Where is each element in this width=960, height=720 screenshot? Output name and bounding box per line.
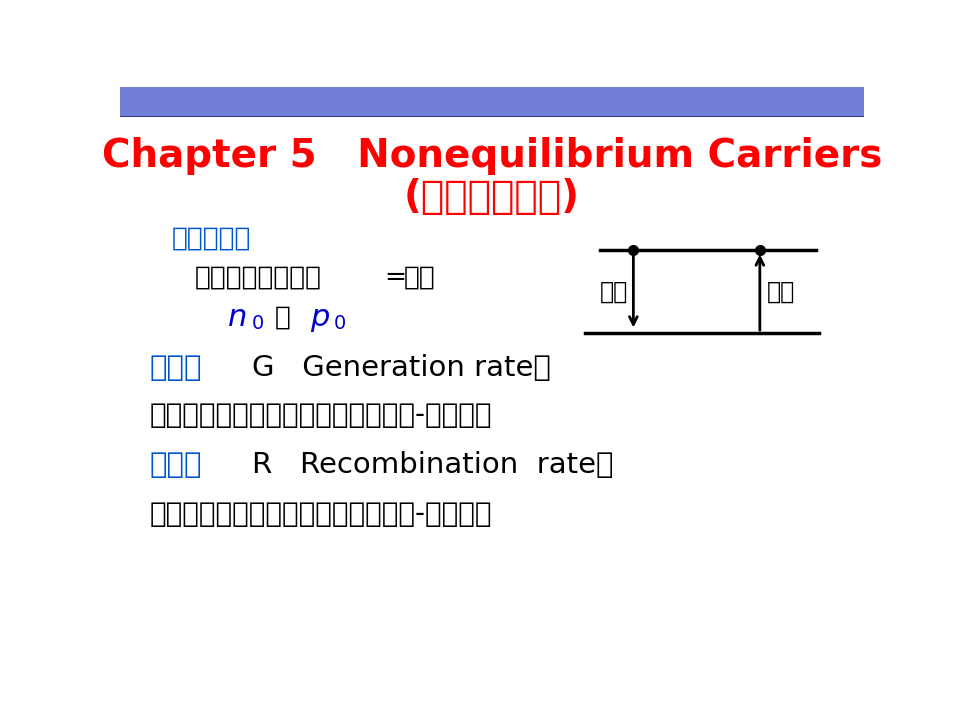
Bar [120, 91, 864, 116]
Text: p: p [310, 303, 329, 332]
Bar [120, 108, 864, 116]
Text: G   Generation rate：: G Generation rate： [252, 354, 551, 382]
Bar [120, 95, 864, 116]
Text: =: = [384, 265, 406, 291]
Bar [120, 109, 864, 116]
Bar [120, 104, 864, 116]
Bar [120, 104, 864, 116]
Bar [120, 100, 864, 116]
Text: 0: 0 [252, 314, 264, 333]
Bar [120, 115, 864, 116]
Bar [120, 109, 864, 116]
Bar [120, 98, 864, 116]
Text: (非平衡载流子): (非平衡载流子) [404, 179, 580, 216]
Bar [120, 108, 864, 116]
Text: 复合率: 复合率 [150, 451, 203, 479]
Bar [120, 88, 864, 116]
Text: 单位时间和单位体积内所产生的电子-空穴对数: 单位时间和单位体积内所产生的电子-空穴对数 [150, 400, 492, 428]
Bar [120, 114, 864, 116]
Bar [120, 92, 864, 116]
Bar [120, 102, 864, 116]
Bar [120, 94, 864, 116]
Bar [120, 107, 864, 116]
Bar [120, 97, 864, 116]
Text: Chapter 5   Nonequilibrium Carriers: Chapter 5 Nonequilibrium Carriers [102, 137, 882, 175]
Bar [120, 99, 864, 116]
Text: 0: 0 [333, 314, 346, 333]
Text: 产生: 产生 [404, 265, 436, 291]
Text: 复合: 复合 [600, 279, 628, 304]
Bar [120, 99, 864, 116]
Bar [120, 113, 864, 116]
Bar [120, 93, 864, 116]
Bar [120, 107, 864, 116]
Bar [120, 96, 864, 116]
Bar [120, 112, 864, 116]
Bar [120, 101, 864, 116]
Bar [120, 96, 864, 116]
Text: 产生率: 产生率 [150, 354, 203, 382]
Bar [120, 90, 864, 116]
Bar [120, 102, 864, 116]
Bar [120, 89, 864, 116]
Bar [120, 110, 864, 116]
Bar [120, 100, 864, 116]
Bar [120, 112, 864, 116]
Bar [120, 105, 864, 116]
Bar [120, 91, 864, 116]
Bar [120, 92, 864, 116]
Text: 单位时间和单位体积内复合掉的电子-空穴对数: 单位时间和单位体积内复合掉的电子-空穴对数 [150, 500, 492, 528]
Bar [120, 114, 864, 116]
Bar [120, 104, 864, 116]
Bar [120, 103, 864, 116]
Text: R   Recombination  rate：: R Recombination rate： [252, 451, 614, 479]
Bar [120, 106, 864, 116]
Text: 热平衡状态: 热平衡状态 [172, 226, 252, 252]
Bar [120, 94, 864, 116]
Bar [120, 89, 864, 116]
Text: n: n [228, 303, 248, 332]
Bar [120, 87, 864, 116]
Bar [120, 96, 864, 116]
Bar [120, 111, 864, 116]
Text: 产生: 产生 [767, 279, 796, 304]
Bar [120, 112, 864, 116]
Text: ，: ， [275, 305, 291, 330]
Bar [120, 89, 864, 116]
Text: 一定温度下，复合: 一定温度下，复合 [194, 265, 322, 291]
